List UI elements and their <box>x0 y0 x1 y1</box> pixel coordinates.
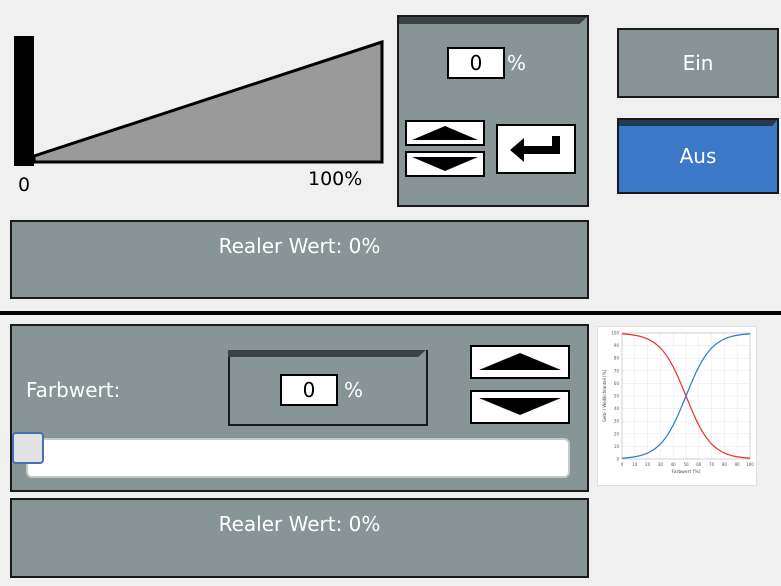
real-value-panel-top: Realer Wert: 0% <box>10 220 589 299</box>
x-tick-label: 70 <box>709 462 715 467</box>
arrow-up-icon <box>479 353 561 370</box>
setpoint-unit: % <box>507 51 527 75</box>
x-tick-label: 80 <box>722 462 728 467</box>
section-divider <box>0 311 781 315</box>
x-tick-label: 60 <box>696 462 702 467</box>
real-value-panel-bottom: Realer Wert: 0% <box>10 498 589 578</box>
x-tick-label: 40 <box>671 462 677 467</box>
color-decrease-button[interactable] <box>470 390 570 424</box>
color-setpoint-input[interactable]: 0 <box>280 374 338 406</box>
arrow-down-icon <box>479 398 561 415</box>
y-axis-label: Gelb- / Weißlichtanteil [%] <box>602 369 607 422</box>
arrow-down-icon <box>412 157 478 171</box>
ramp-max-label: 100% <box>308 168 363 190</box>
increase-button[interactable] <box>405 120 485 146</box>
real-value-bottom: Realer Wert: 0% <box>218 512 381 536</box>
enter-button[interactable] <box>496 124 576 174</box>
x-tick-label: 90 <box>735 462 741 467</box>
arrow-up-icon <box>412 126 478 140</box>
y-tick-label: 80 <box>614 356 620 361</box>
setpoint-panel: 0 % <box>397 15 589 207</box>
curve-chart-svg: 0 10 20 30 40 50 60 70 80 90 100 0 10 20 30 40 50 60 70 80 9… <box>602 331 754 476</box>
x-tick-label: 20 <box>645 462 651 467</box>
x-axis-label: Farbwert [%] <box>672 469 701 475</box>
color-value-panel: Farbwert: 0 % <box>10 324 589 492</box>
y-tick-label: 50 <box>614 394 620 399</box>
y-tick-label: 0 <box>616 457 619 462</box>
y-tick-label: 100 <box>611 331 619 336</box>
color-increase-button[interactable] <box>470 345 570 379</box>
x-tick-label: 0 <box>621 462 624 467</box>
color-slider-thumb[interactable] <box>12 432 44 464</box>
panel-header-bar <box>399 17 587 24</box>
y-tick-label: 40 <box>614 406 620 411</box>
x-tick-label: 30 <box>658 462 664 467</box>
off-button[interactable]: Aus <box>617 118 779 194</box>
real-value-top: Realer Wert: 0% <box>218 234 381 258</box>
x-tick-label: 50 <box>683 462 689 467</box>
frame-header-bar <box>228 350 426 357</box>
y-tick-label: 30 <box>614 419 620 424</box>
setpoint-frame-bottom: 0 % <box>228 350 428 426</box>
ramp-indicator: 0 100% <box>12 34 388 196</box>
curve-chart: 0 10 20 30 40 50 60 70 80 90 100 0 10 20 30 40 50 60 70 80 9… <box>597 326 757 486</box>
ramp-min-label: 0 <box>18 174 31 196</box>
setpoint-input[interactable]: 0 <box>447 47 505 79</box>
y-tick-label: 90 <box>614 343 620 348</box>
y-tick-label: 60 <box>614 381 620 386</box>
y-tick-label: 70 <box>614 368 620 373</box>
color-value-label: Farbwert: <box>26 378 121 402</box>
y-tick-label: 20 <box>614 431 620 436</box>
x-tick-label: 10 <box>632 462 638 467</box>
y-tick-label: 10 <box>614 444 620 449</box>
ramp-graphic <box>14 36 384 166</box>
series-line-blue <box>621 333 751 459</box>
color-slider-track[interactable] <box>26 438 570 478</box>
decrease-button[interactable] <box>405 151 485 177</box>
color-setpoint-unit: % <box>344 378 364 402</box>
x-tick-label: 100 <box>746 462 754 467</box>
plot-frame <box>621 332 751 460</box>
on-button[interactable]: Ein <box>617 28 779 98</box>
enter-icon <box>510 136 560 162</box>
off-button-shadow <box>619 120 777 126</box>
